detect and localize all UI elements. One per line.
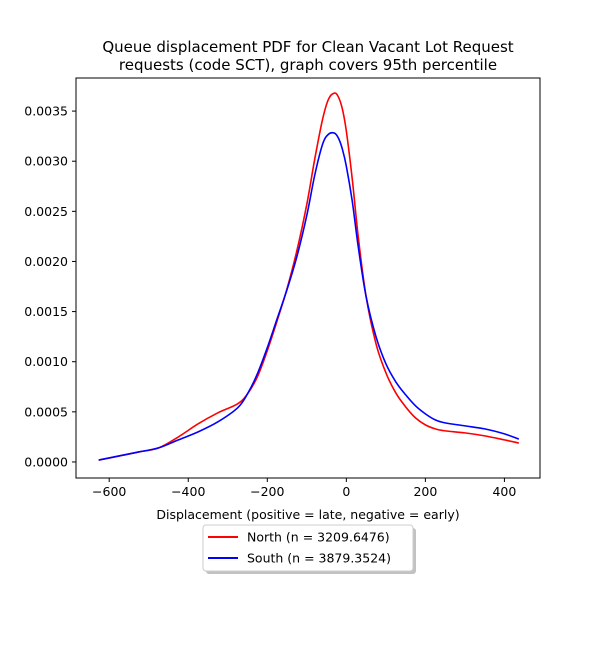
y-tick-label: 0.0015 — [24, 304, 68, 319]
x-tick-label: −400 — [171, 484, 205, 499]
legend-label-north: North (n = 3209.6476) — [247, 530, 390, 545]
legend-label-south: South (n = 3879.3524) — [247, 551, 391, 566]
legend: North (n = 3209.6476) South (n = 3879.35… — [202, 524, 416, 574]
y-tick-label: 0.0000 — [24, 454, 68, 469]
plot-frame — [75, 77, 541, 479]
y-tick-label: 0.0005 — [24, 404, 68, 419]
y-axis: 0.0000 0.0005 0.0010 0.0015 0.0020 0.0025 0.00… — [24, 104, 76, 469]
x-axis: −600 −400 −200 0 200 400 — [92, 478, 516, 499]
plot-area — [98, 92, 520, 461]
x-tick-label: 0 — [342, 484, 350, 499]
y-tick-label: 0.0010 — [24, 354, 68, 369]
y-tick-label: 0.0030 — [24, 154, 68, 169]
x-tick-label: −200 — [250, 484, 284, 499]
x-tick-label: 400 — [492, 484, 516, 499]
y-tick-label: 0.0020 — [24, 254, 68, 269]
chart-title-line-1: Queue displacement PDF for Clean Vacant … — [102, 38, 513, 56]
x-axis-label: Displacement (positive = late, negative … — [156, 507, 459, 522]
x-tick-label: 200 — [413, 484, 437, 499]
series-line-south — [98, 131, 520, 461]
series-line-north — [98, 92, 520, 461]
x-tick-label: −600 — [92, 484, 126, 499]
y-tick-label: 0.0035 — [24, 104, 68, 119]
chart-title-line-2: requests (code SCT), graph covers 95th p… — [119, 56, 497, 74]
legend-box — [202, 524, 414, 572]
y-tick-label: 0.0025 — [24, 204, 68, 219]
